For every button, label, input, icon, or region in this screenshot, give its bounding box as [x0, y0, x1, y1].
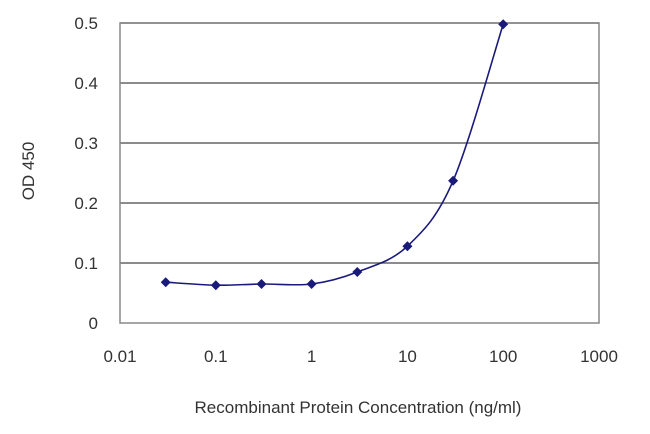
- series-line: [165, 23, 504, 287]
- x-tick-label: 1: [307, 347, 316, 366]
- plot-frame: [119, 22, 600, 324]
- x-tick-label: 1000: [580, 347, 618, 366]
- data-point: [352, 267, 363, 277]
- x-tick-label: 0.1: [204, 347, 228, 366]
- data-point: [402, 241, 413, 252]
- data-point: [256, 279, 267, 289]
- x-tick-labels: 0.01 0.1 1 10 100 1000: [103, 347, 617, 366]
- y-tick-label: 0.4: [74, 74, 98, 93]
- data-point: [448, 175, 459, 186]
- y-tick-labels: 0 0.1 0.2 0.3 0.4 0.5: [74, 14, 98, 333]
- data-point: [498, 19, 509, 30]
- data-point: [160, 277, 171, 288]
- y-tick-label: 0.5: [74, 14, 98, 33]
- y-tick-label: 0: [89, 314, 98, 333]
- x-tick-label: 10: [398, 347, 417, 366]
- y-tick-label: 0.1: [74, 254, 98, 273]
- series-group: [160, 19, 509, 291]
- y-axis-title: OD 450: [19, 142, 38, 201]
- gridlines: [120, 22, 599, 264]
- x-axis-title: Recombinant Protein Concentration (ng/ml…: [195, 398, 522, 417]
- x-tick-label: 0.01: [103, 347, 136, 366]
- data-point: [210, 280, 221, 291]
- y-tick-label: 0.2: [74, 194, 98, 213]
- data-point: [306, 279, 317, 289]
- y-tick-label: 0.3: [74, 134, 98, 153]
- x-tick-label: 100: [489, 347, 517, 366]
